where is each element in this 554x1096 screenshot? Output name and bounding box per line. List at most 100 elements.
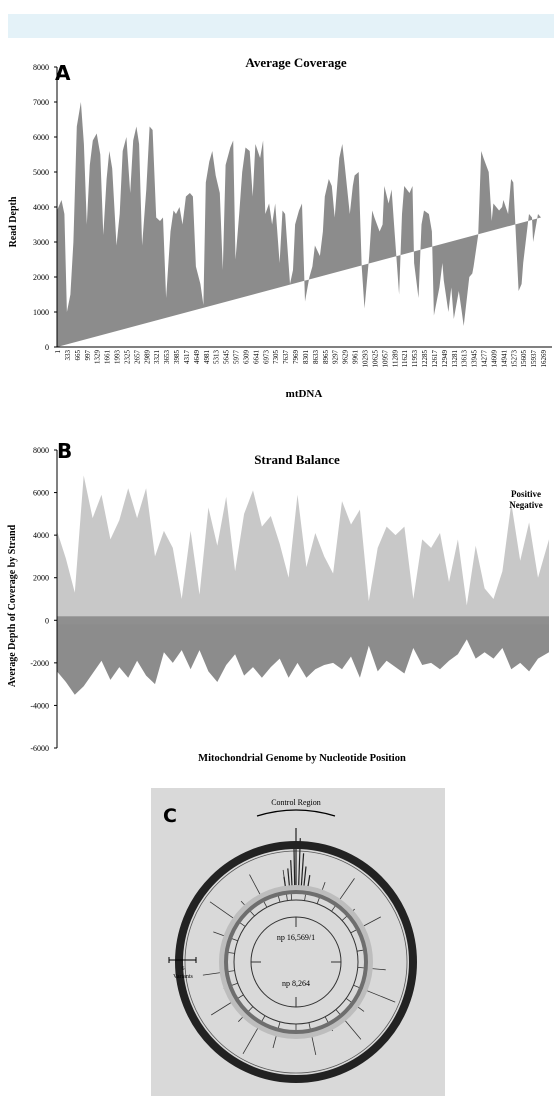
negative-strand-area (57, 620, 549, 695)
chart-b-y-tick-label: 4000 (33, 531, 49, 540)
control-region-spike (298, 838, 301, 889)
chart-b-y-tick-label: 6000 (33, 489, 49, 498)
chart-a-x-tick-label: 13613 (461, 350, 469, 368)
chart-a-x-tick-label: 11953 (411, 350, 419, 368)
chart-a-x-tick-label: 4981 (203, 350, 211, 365)
panel-letter-a: A (55, 61, 71, 85)
legend-positive: Positive (511, 489, 541, 499)
chart-b-y-tick-label: 0 (45, 616, 49, 625)
variant-spike (249, 874, 268, 908)
chart-a-x-tick-label: 2657 (133, 350, 141, 365)
chart-a-x-tick-label: 9629 (342, 350, 350, 365)
chart-b-ylabel: Average Depth of Coverage by Strand (7, 524, 18, 687)
chart-a-x-tick-label: 4649 (193, 350, 201, 365)
chart-a-x-tick-label: 10957 (381, 350, 389, 368)
chart-a-x-tick-label: 3985 (173, 350, 181, 365)
chart-a-x-tick-label: 16269 (540, 350, 548, 368)
chart-a-x-tick-label: 6309 (243, 350, 251, 365)
panel-c: C Control Region np 16,569/1 np 8,264 6 … (151, 788, 445, 1096)
control-region-spike (303, 866, 307, 889)
chart-a-y-tick-label: 8000 (33, 63, 49, 72)
chart-b: B Strand Balance -6000 -4000 -2000 0 2000 400… (7, 439, 549, 764)
variant-spike (202, 970, 235, 976)
zero-baseline-band (57, 616, 549, 625)
chart-b-y-tick-label: -4000 (30, 701, 49, 710)
chart-a-x-tick-label: 14941 (500, 350, 508, 368)
chart-a-x-tick-label: 5977 (233, 350, 241, 365)
chart-a-x-tick-label: 7637 (282, 350, 290, 365)
chart-a-x-tick-label: 12617 (431, 350, 439, 368)
variant-spike (350, 916, 381, 934)
chart-a-x-tick-label: 5313 (213, 350, 221, 365)
coverage-ring-light (219, 885, 373, 1039)
chart-a-x-tick-label: 2325 (123, 350, 131, 365)
control-region-label: Control Region (271, 798, 321, 807)
chart-a-x-tick-label: 8965 (322, 350, 330, 365)
chart-a-x-tick-label: 12949 (441, 350, 449, 368)
chart-b-title: Strand Balance (254, 452, 340, 467)
control-region-bracket (256, 809, 336, 817)
chart-a-x-tick-label: 9297 (332, 350, 340, 365)
chart-a-x-tick-label: 10293 (362, 350, 370, 368)
chart-a-y-tick-label: 7000 (33, 98, 49, 107)
chart-a-x-tick-label: 15605 (520, 350, 528, 368)
chart-a-x-tick-label: 14609 (490, 350, 498, 368)
scale-unit: Variants (173, 974, 193, 980)
chart-a-x-tick-label: 5645 (223, 350, 231, 365)
scale-value: 6 (182, 966, 185, 972)
chart-a-xlabel: mtDNA (286, 388, 323, 400)
chart-a-y-tick-label: 5000 (33, 168, 49, 177)
chart-a-x-tick-label: 665 (74, 350, 82, 361)
panel-letter-c: C (163, 805, 177, 827)
chart-a-x-tick-label: 15937 (530, 350, 538, 368)
chart-a-x-tick-label: 7305 (272, 350, 280, 365)
chart-a-x-tick-label: 11621 (401, 350, 409, 368)
chart-a: A Average Coverage 0 1000 2000 3000 4000 5000… (8, 55, 552, 350)
chart-a-x-ticks: 1 333 665 997 1329 1661 1993 2325 2657 2989 3321 36… (54, 350, 548, 401)
control-region-spike (287, 868, 291, 889)
control-region-spike (293, 842, 296, 889)
chart-a-x-tick-label: 11289 (391, 350, 399, 368)
chart-a-x-tick-label: 4317 (183, 350, 191, 365)
chart-a-title: Average Coverage (245, 55, 346, 70)
chart-a-x-tick-label: 1329 (94, 350, 102, 365)
chart-a-x-tick-label: 7969 (292, 350, 300, 365)
chart-a-y-tick-label: 0 (45, 343, 49, 350)
control-region-spike (290, 860, 293, 889)
chart-a-x-tick-label: 997 (84, 350, 92, 361)
header-bar (8, 14, 554, 38)
chart-b-y-tick-label: 8000 (33, 446, 49, 455)
chart-a-x-tick-label: 6973 (262, 350, 270, 365)
coverage-area (57, 102, 541, 347)
chart-a-x-tick-label: 15273 (510, 350, 518, 368)
chart-a-x-tick-label: 13281 (451, 350, 459, 368)
chart-a-x-tick-label: 14277 (481, 350, 489, 368)
variant-spike (304, 894, 306, 901)
chart-b-y-tick-label: 2000 (33, 574, 49, 583)
chart-b-y-tick-label: -2000 (30, 659, 49, 668)
chart-a-x-tick-label: 3653 (163, 350, 171, 365)
chart-a-x-tick-label: 6641 (252, 350, 260, 365)
control-region-spike (300, 853, 305, 889)
chart-a-x-tick-label: 8633 (312, 350, 320, 365)
chart-a-y-tick-label: 4000 (33, 203, 49, 212)
legend-negative: Negative (509, 500, 543, 510)
chart-a-x-tick-label: 333 (64, 350, 72, 361)
positive-strand-area (57, 475, 549, 621)
chart-a-x-tick-label: 1993 (114, 350, 122, 365)
chart-a-x-tick-label: 9961 (352, 350, 360, 365)
chart-a-x-tick-label: 8301 (302, 350, 310, 365)
chart-a-x-tick-label: 2989 (143, 350, 151, 365)
position-label-top: np 16,569/1 (277, 933, 315, 942)
position-label-bottom: np 8,264 (282, 979, 310, 988)
variant-spike (308, 1022, 317, 1055)
panel-c-background (151, 788, 445, 1096)
chart-a-y-tick-label: 6000 (33, 133, 49, 142)
chart-b-xlabel: Mitochondrial Genome by Nucleotide Posit… (198, 753, 406, 764)
middle-ring (233, 899, 359, 1025)
chart-a-x-tick-label: 12285 (421, 350, 429, 368)
chart-b-y-tick-label: -6000 (30, 744, 49, 753)
chart-a-ylabel: Read Depth (8, 196, 19, 247)
chart-a-x-tick-label: 3321 (153, 350, 161, 365)
panel-letter-b: B (57, 439, 72, 463)
